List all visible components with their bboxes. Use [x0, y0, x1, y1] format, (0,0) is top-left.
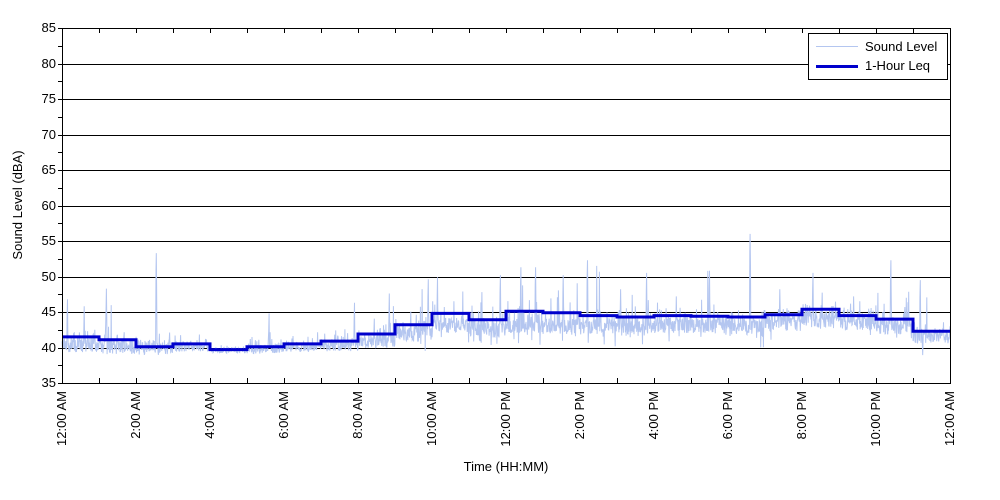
- y-tick-label: 45: [42, 304, 56, 319]
- y-tick-label: 70: [42, 127, 56, 142]
- plot-area: 35 40 45 50 55 60 65 70 75 80 85 12:00 AM 2:00 AM 4:0…: [42, 20, 957, 447]
- legend-label-1-hour-leq: 1-Hour Leq: [865, 58, 931, 74]
- y-tick-label: 65: [42, 162, 56, 177]
- x-axis-title: Time (HH:MM): [464, 459, 549, 474]
- y-tick-label: 80: [42, 56, 56, 71]
- y-tick-label: 60: [42, 198, 56, 213]
- legend-line-sample-1-hour-leq: [816, 64, 858, 68]
- y-tick-label: 75: [42, 91, 56, 106]
- x-tick-label: 12:00 PM: [498, 391, 513, 447]
- y-tick-label: 55: [42, 233, 56, 248]
- y-tick-label: 35: [42, 375, 56, 390]
- x-tick-label: 4:00 AM: [202, 391, 217, 439]
- x-tick-label: 4:00 PM: [646, 391, 661, 439]
- legend-label-sound-level: Sound Level: [865, 38, 938, 54]
- y-axis-title: Sound Level (dBA): [10, 150, 25, 259]
- legend: Sound Level 1-Hour Leq: [808, 33, 948, 80]
- x-tick-label: 2:00 AM: [128, 391, 143, 439]
- x-tick-label: 2:00 PM: [572, 391, 587, 439]
- x-tick-label: 6:00 AM: [276, 391, 291, 439]
- legend-line-sample-sound-level: [816, 46, 858, 48]
- x-tick-label: 8:00 PM: [794, 391, 809, 439]
- legend-item-sound-level: Sound Level: [809, 38, 947, 54]
- y-tick-label: 85: [42, 20, 56, 35]
- legend-item-1-hour-leq: 1-Hour Leq: [809, 59, 947, 73]
- y-tick-label: 50: [42, 269, 56, 284]
- x-tick-label: 6:00 PM: [720, 391, 735, 439]
- sound-level-series: [61, 233, 951, 356]
- y-tick-label: 40: [42, 340, 56, 355]
- x-tick-label: 10:00 AM: [424, 391, 439, 446]
- x-tick-label: 8:00 AM: [350, 391, 365, 439]
- x-tick-label: 10:00 PM: [868, 391, 883, 447]
- x-tick-label: 12:00 AM: [54, 391, 69, 446]
- leq-series: [62, 307, 950, 352]
- x-tick-label: 12:00 AM: [942, 391, 957, 446]
